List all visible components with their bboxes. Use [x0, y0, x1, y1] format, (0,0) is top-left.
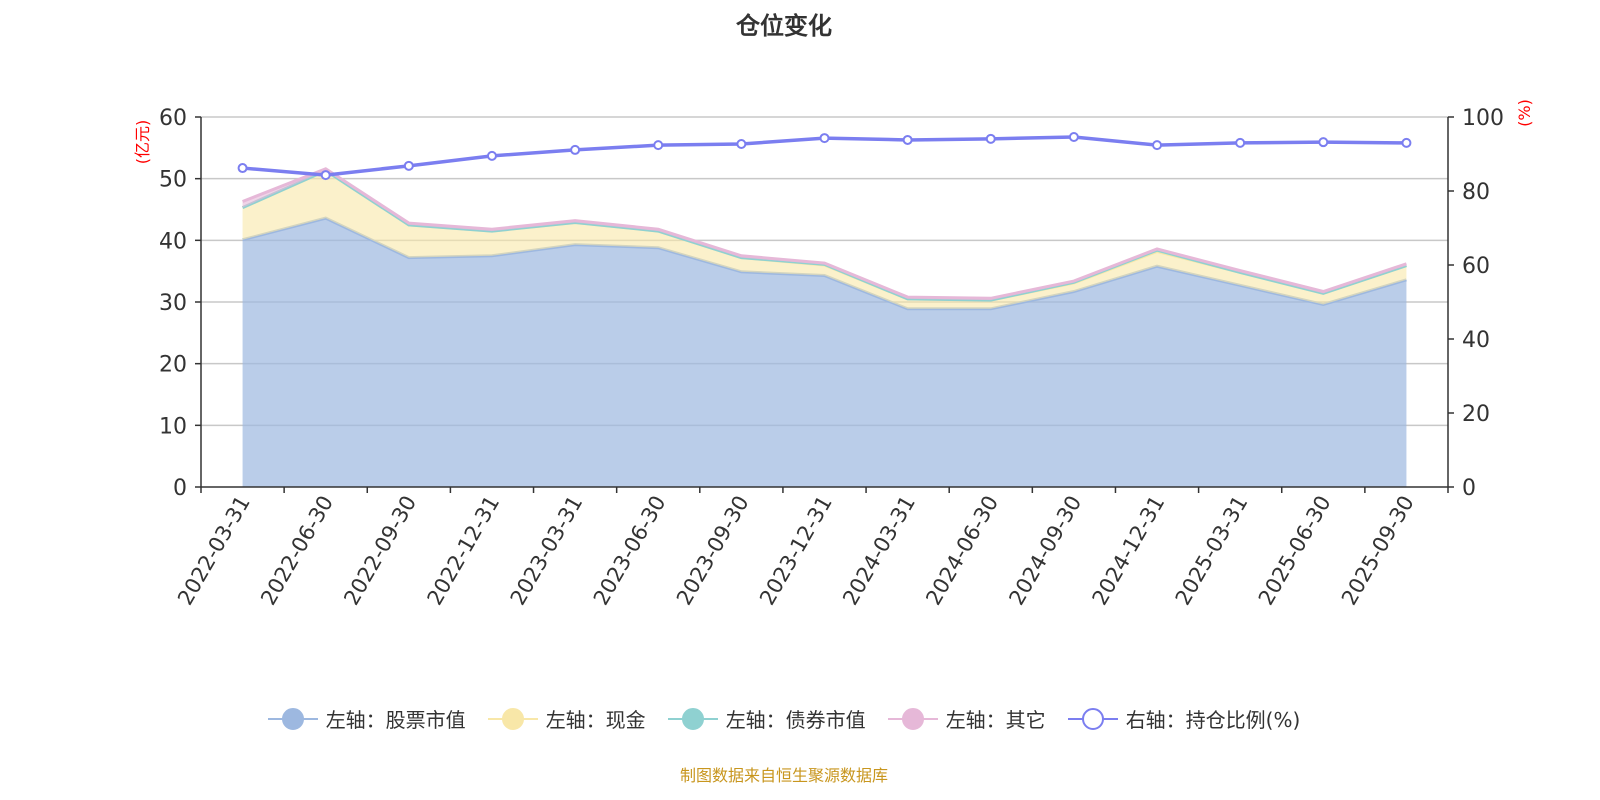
legend-label: 右轴：持仓比例(%) — [1125, 708, 1301, 732]
legend-item[interactable]: 右轴：持仓比例(%) — [1067, 704, 1301, 733]
area-左轴：现金 — [242, 170, 1407, 309]
ratio-point — [736, 139, 747, 150]
source-footer: 制图数据来自恒生聚源数据库 — [679, 766, 888, 785]
chart-title: 仓位变化 — [736, 12, 832, 40]
x-tick-label: 2023-03-31 — [506, 492, 588, 610]
ratio-point — [1235, 137, 1246, 148]
x-tick-label: 2025-03-31 — [1171, 492, 1253, 610]
x-tick-label: 2022-12-31 — [422, 492, 504, 610]
legend-label: 左轴：现金 — [545, 708, 646, 732]
x-tick-label: 2025-06-30 — [1254, 492, 1336, 610]
ratio-point — [1068, 131, 1079, 142]
ratio-point — [237, 163, 248, 174]
x-tick-label: 2023-12-31 — [755, 492, 837, 610]
ratio-point — [320, 170, 331, 181]
y-right-tick-label: 20 — [1462, 402, 1490, 427]
area-左轴：股票市值 — [242, 218, 1407, 487]
legend-label: 左轴：债券市值 — [725, 708, 866, 732]
legend-marker-icon — [487, 707, 538, 730]
ratio-point — [403, 160, 414, 171]
y-right-tick-label: 60 — [1462, 254, 1490, 279]
legend-marker-icon — [267, 707, 318, 730]
x-tick-label: 2022-03-31 — [173, 492, 255, 610]
x-tick-label: 2024-09-30 — [1004, 492, 1086, 610]
y-left-tick-label: 30 — [159, 291, 187, 316]
legend-label: 左轴：股票市值 — [325, 708, 466, 732]
ratio-point — [985, 133, 996, 144]
legend-marker-icon — [887, 707, 938, 730]
x-tick-label: 2024-12-31 — [1088, 492, 1170, 610]
legend-item[interactable]: 左轴：债券市值 — [667, 704, 866, 733]
legend: 左轴：股票市值 左轴：现金 左轴：债券市值 左轴：其它 右轴：持仓比例(%) — [0, 704, 1568, 733]
legend-label: 左轴：其它 — [945, 708, 1046, 732]
ratio-point — [902, 134, 913, 145]
ratio-point — [1152, 140, 1163, 151]
ratio-point — [1401, 137, 1412, 148]
legend-item[interactable]: 左轴：现金 — [487, 704, 646, 733]
y-left-tick-label: 0 — [173, 476, 187, 501]
y-right-tick-label: 80 — [1462, 180, 1490, 205]
y-left-tick-label: 50 — [159, 168, 187, 193]
y-left-axis-label: (亿元) — [133, 120, 152, 165]
x-tick-label: 2023-09-30 — [672, 492, 754, 610]
x-tick-label: 2024-06-30 — [921, 492, 1003, 610]
ratio-point — [819, 133, 830, 144]
ratio-point — [570, 144, 581, 155]
y-right-axis-label: (%) — [1515, 99, 1534, 127]
y-left-tick-label: 10 — [159, 414, 187, 439]
ratio-point — [1318, 137, 1329, 148]
y-left-tick-label: 20 — [159, 353, 187, 378]
chart-svg: 0 10 20 30 40 50 60 0 20 40 60 80 100 (亿元) (%) 2022-03-… — [133, 99, 1534, 610]
y-left-tick-label: 40 — [159, 229, 187, 254]
x-tick-label: 2022-09-30 — [339, 492, 421, 610]
legend-marker-icon — [667, 707, 718, 730]
legend-marker-icon — [1067, 707, 1118, 730]
legend-item[interactable]: 左轴：股票市值 — [267, 704, 466, 733]
y-left-tick-label: 60 — [159, 106, 187, 131]
legend-item[interactable]: 左轴：其它 — [887, 704, 1046, 733]
ratio-point — [486, 150, 497, 161]
x-tick-label: 2025-09-30 — [1337, 492, 1419, 610]
y-right-tick-label: 0 — [1462, 476, 1476, 501]
area-line-左轴：其它 — [242, 167, 1407, 300]
y-right-tick-label: 100 — [1462, 106, 1504, 131]
x-tick-label: 2022-06-30 — [256, 492, 338, 610]
x-tick-label: 2023-06-30 — [589, 492, 671, 610]
x-tick-label: 2024-03-31 — [838, 492, 920, 610]
y-right-tick-label: 40 — [1462, 328, 1490, 353]
ratio-point — [653, 140, 664, 151]
